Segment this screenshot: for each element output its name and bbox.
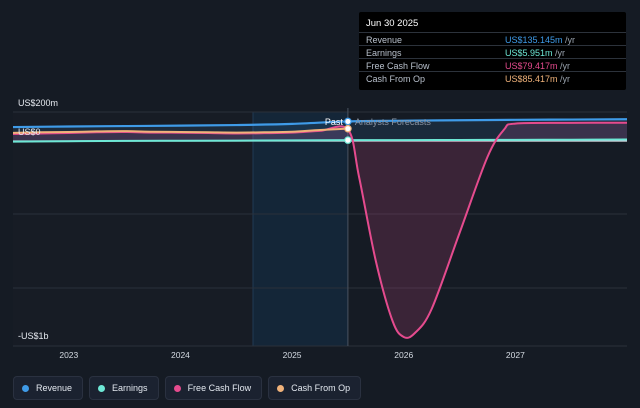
x-tick-label: 2023 — [59, 350, 78, 360]
x-tick-label: 2025 — [283, 350, 302, 360]
legend-item-revenue[interactable]: Revenue — [13, 376, 84, 400]
tooltip-unit: /yr — [557, 61, 571, 71]
legend-label: Free Cash Flow — [187, 383, 252, 393]
series-line-earnings — [12, 138, 628, 143]
series-line-cash-from-op — [12, 127, 348, 134]
x-tick-label: 2024 — [171, 350, 190, 360]
x-tick-label: 2027 — [506, 350, 525, 360]
past-label: Past — [325, 117, 344, 127]
tooltip-value: US$5.951m — [505, 48, 553, 58]
tooltip-label: Earnings — [366, 48, 402, 58]
legend-dot-icon — [173, 384, 181, 392]
fcf-area — [13, 122, 627, 338]
tooltip-row-revenue: Revenue US$135.145m /yr — [359, 32, 626, 46]
forecast-label: Analysts Forecasts — [355, 117, 432, 127]
legend-item-cash-from-op[interactable]: Cash From Op — [268, 376, 362, 400]
tooltip-date: Jun 30 2025 — [366, 18, 419, 29]
tooltip-value: US$135.145m — [505, 35, 563, 45]
past-highlight-region — [253, 112, 348, 346]
tooltip-row-earnings: Earnings US$5.951m /yr — [359, 45, 626, 59]
tooltip-unit: /yr — [562, 35, 576, 45]
tooltip-label: Free Cash Flow — [366, 61, 430, 71]
tooltip-value: US$79.417m — [505, 61, 558, 71]
legend-label: Revenue — [36, 383, 73, 393]
y-label-zero: US$0 — [18, 127, 41, 137]
past-region-bg — [13, 112, 253, 346]
legend-label: Earnings — [112, 383, 148, 393]
tooltip-row-cfo: Cash From Op US$85.417m /yr — [359, 71, 626, 85]
legend-dot-icon — [98, 384, 106, 392]
marker-earnings — [344, 136, 352, 144]
series-line-revenue — [12, 118, 628, 129]
tooltip-unit: /yr — [552, 48, 566, 58]
tooltip-row-fcf: Free Cash Flow US$79.417m /yr — [359, 58, 626, 72]
legend: Revenue Earnings Free Cash Flow Cash Fro… — [13, 376, 362, 400]
tooltip-unit: /yr — [557, 74, 571, 84]
x-tick-label: 2026 — [394, 350, 413, 360]
marker-revenue — [344, 117, 352, 126]
legend-item-free-cash-flow[interactable]: Free Cash Flow — [164, 376, 263, 400]
marker-cash-from-op — [344, 124, 352, 133]
legend-dot-icon — [277, 384, 285, 392]
tooltip: Jun 30 2025 Revenue US$135.145m /yr Earn… — [359, 12, 626, 90]
y-label-bottom: -US$1b — [18, 331, 49, 341]
y-label-top: US$200m — [18, 98, 59, 108]
tooltip-label: Cash From Op — [366, 74, 426, 84]
legend-label: Cash From Op — [291, 383, 351, 393]
tooltip-label: Revenue — [366, 35, 403, 45]
tooltip-value: US$85.417m — [505, 74, 558, 84]
legend-dot-icon — [22, 384, 29, 392]
legend-item-earnings[interactable]: Earnings — [89, 376, 159, 400]
